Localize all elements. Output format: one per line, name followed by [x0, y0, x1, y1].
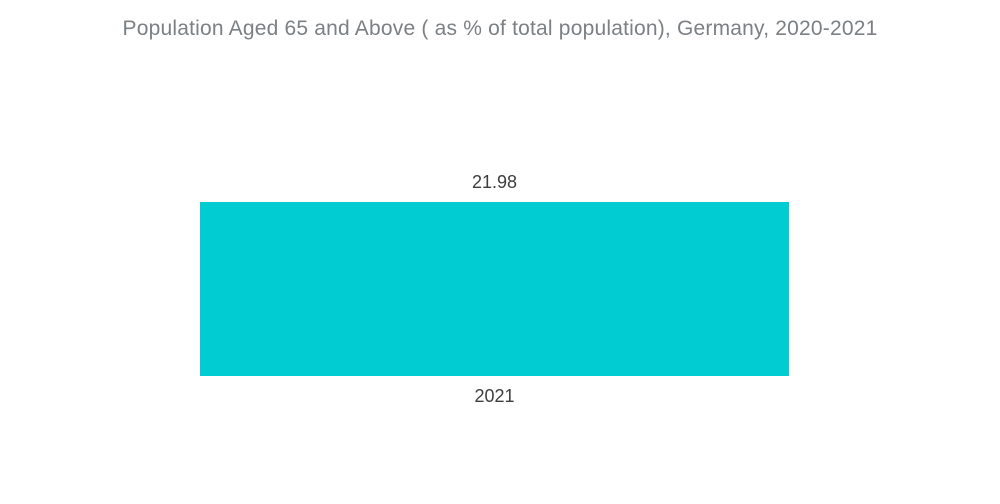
bar-value-label: 21.98: [471, 172, 518, 192]
chart-title: Population Aged 65 and Above ( as % of t…: [122, 17, 878, 40]
plot-area: 21.98 2021: [200, 160, 789, 420]
bar-2021: [200, 202, 789, 376]
category-axis-label: 2021: [474, 386, 515, 406]
